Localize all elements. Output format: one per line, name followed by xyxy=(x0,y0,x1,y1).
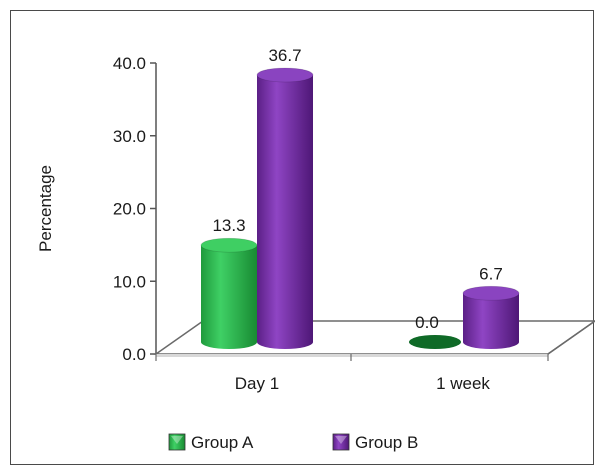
y-tick-label: 20.0 xyxy=(113,200,146,219)
chart-frame: 0.0 10.0 20.0 30.0 40.0 Percentage Day 1 1 week… xyxy=(10,10,598,465)
legend-swatch-shine xyxy=(171,436,183,444)
labels: 13.3 0.0 36.7 6.7 xyxy=(212,46,502,332)
y-tick-label: 0.0 xyxy=(122,345,146,364)
bar-1-0 xyxy=(256,67,314,349)
data-label: 0.0 xyxy=(415,313,439,332)
data-label: 6.7 xyxy=(479,264,503,283)
bars xyxy=(200,67,520,349)
y-tick-label: 10.0 xyxy=(113,272,146,291)
bar-0-1 xyxy=(409,335,461,349)
bar-top xyxy=(200,237,258,253)
bar-body xyxy=(201,245,257,349)
chart-floor-edge xyxy=(156,354,548,357)
legend-swatch xyxy=(332,433,350,451)
x-tick-label: Day 1 xyxy=(235,374,279,393)
y-axis-title: Percentage xyxy=(36,165,55,252)
y-tick-label: 40.0 xyxy=(113,54,146,73)
bar-chart: 0.0 10.0 20.0 30.0 40.0 Percentage Day 1 1 week… xyxy=(36,46,598,452)
data-label: 13.3 xyxy=(212,216,245,235)
legend-swatch-shine xyxy=(335,436,347,444)
bar-body xyxy=(257,75,313,349)
legend-swatch xyxy=(168,433,186,451)
legend: Group A Group B xyxy=(168,433,418,452)
bar-0-0 xyxy=(200,237,258,349)
bar-top xyxy=(462,285,520,301)
x-tick-label: 1 week xyxy=(436,374,490,393)
bar-top xyxy=(256,67,314,83)
y-tick-label: 30.0 xyxy=(113,127,146,146)
data-label: 36.7 xyxy=(268,46,301,65)
legend-label: Group A xyxy=(191,433,254,452)
bar-body xyxy=(463,293,519,349)
bar-zero-disc xyxy=(409,335,461,349)
bar-1-1 xyxy=(462,285,520,349)
legend-label: Group B xyxy=(355,433,418,452)
chart-floor-side xyxy=(547,320,596,355)
